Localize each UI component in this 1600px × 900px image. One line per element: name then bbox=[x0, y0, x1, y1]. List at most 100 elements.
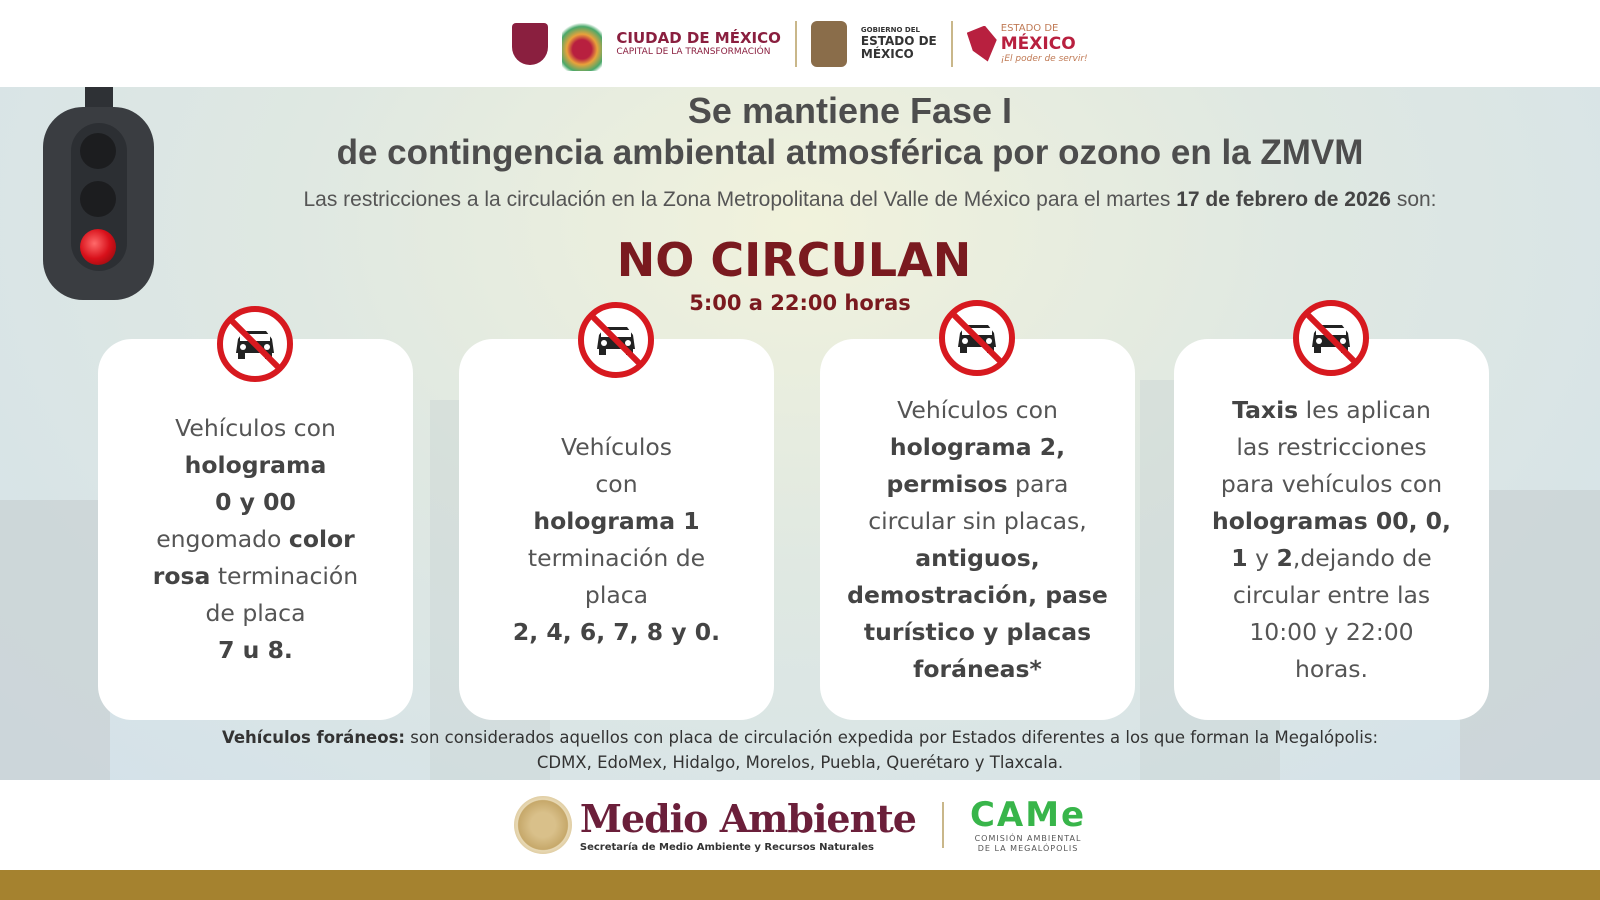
card-text-bold: permisos bbox=[886, 469, 1008, 498]
card-text-bold: 7 u 8. bbox=[218, 636, 293, 664]
card-text-bold: holograma bbox=[184, 451, 327, 479]
title-line2: de contingencia ambiental atmosférica po… bbox=[336, 133, 1364, 172]
card-line: de placa bbox=[153, 595, 358, 632]
card-text: horas. bbox=[1294, 654, 1369, 683]
card-text: con bbox=[595, 469, 638, 498]
edomex-line2: MÉXICO bbox=[1000, 33, 1076, 54]
card-text: y bbox=[1247, 543, 1277, 572]
card-line: rosa terminación bbox=[153, 558, 358, 595]
cdmx-tagline: CAPITAL DE LA TRANSFORMACIÓN bbox=[616, 47, 771, 57]
restriction-card: Vehículos con holograma 1 terminación de pla… bbox=[459, 339, 774, 720]
card-line: holograma 2, bbox=[847, 429, 1108, 466]
card-text-bold: 0 y 00 bbox=[215, 488, 296, 516]
card-line: hologramas 00, 0, bbox=[1212, 503, 1451, 540]
card-line: holograma bbox=[153, 447, 358, 484]
gobierno-line3: MÉXICO bbox=[860, 47, 914, 61]
card-text: circular sin placas, bbox=[868, 506, 1087, 535]
divider bbox=[950, 20, 953, 67]
subtitle: Las restricciones a la circulación en la… bbox=[170, 187, 1570, 213]
card-text: ,dejando de bbox=[1292, 543, 1432, 572]
main-banner: Se mantiene Fase I de contingencia ambie… bbox=[0, 87, 1600, 780]
card-text: de placa bbox=[205, 599, 306, 627]
card-line: Taxis les aplican bbox=[1212, 392, 1451, 429]
divider bbox=[794, 20, 797, 67]
card-line: placa bbox=[513, 577, 720, 614]
card-text: para bbox=[1007, 469, 1069, 498]
card-line: horas. bbox=[1212, 651, 1451, 688]
card-text: placa bbox=[584, 580, 649, 609]
card-text-bold: holograma 1 bbox=[533, 506, 700, 535]
no-car-icon bbox=[217, 306, 293, 382]
cdmx-logo-text: CIUDAD DE MÉXICO CAPITAL DE LA TRANSFORM… bbox=[616, 29, 781, 58]
card-text-bold: holograma 2, bbox=[889, 432, 1066, 461]
restriction-card: Taxis les aplican las restricciones para v… bbox=[1174, 339, 1489, 720]
card-text: les aplican bbox=[1298, 395, 1431, 424]
came-line1: COMISIÓN AMBIENTAL bbox=[974, 834, 1082, 843]
edomex-slogan: ¡El poder de servir! bbox=[1000, 53, 1088, 64]
card-text-bold: turístico y placas bbox=[863, 617, 1092, 646]
card-line: 0 y 00 bbox=[153, 484, 358, 521]
card-line: para vehículos con bbox=[1212, 466, 1451, 503]
card-line: turístico y placas bbox=[847, 614, 1108, 651]
card-line: antiguos, bbox=[847, 540, 1108, 577]
card-line: circular entre las bbox=[1212, 577, 1451, 614]
card-line: Vehículos con bbox=[847, 392, 1108, 429]
card-text: Vehículos bbox=[560, 432, 673, 461]
no-car-icon bbox=[578, 302, 654, 378]
edomex-logo: ESTADO DE MÉXICO ¡El poder de servir! bbox=[966, 22, 1088, 65]
header: CIUDAD DE MÉXICO CAPITAL DE LA TRANSFORM… bbox=[0, 0, 1600, 87]
card-text: las restricciones bbox=[1236, 432, 1427, 461]
card-text: circular entre las bbox=[1232, 580, 1431, 609]
came-logo: CAMe COMISIÓN AMBIENTAL DE LA MEGALÓPOLI… bbox=[970, 796, 1086, 854]
gobierno-line2: ESTADO DE bbox=[860, 34, 937, 48]
gobierno-line1: GOBIERNO DEL bbox=[860, 26, 920, 34]
medio-ambiente-title: Medio Ambiente bbox=[579, 795, 917, 841]
card-text-bold: 1 bbox=[1231, 543, 1248, 572]
skyline-building bbox=[0, 500, 110, 780]
national-seal-icon bbox=[513, 796, 572, 854]
card-line: engomado color bbox=[153, 521, 358, 558]
card-text-bold: color bbox=[288, 525, 355, 553]
headline: NO CIRCULAN bbox=[616, 233, 972, 287]
card-text: Vehículos con bbox=[897, 395, 1058, 424]
card-line: circular sin placas, bbox=[847, 503, 1108, 540]
card-line: Vehículos bbox=[513, 429, 720, 466]
card-text: engomado bbox=[156, 525, 289, 553]
title-line1: Se mantiene Fase I bbox=[687, 90, 1013, 131]
card-line: holograma 1 bbox=[513, 503, 720, 540]
card-text-bold: 2, 4, 6, 7, 8 y 0. bbox=[512, 617, 721, 646]
footnote-label: Vehículos foráneos: bbox=[221, 728, 406, 747]
gobierno-logo-text: GOBIERNO DEL ESTADO DE MÉXICO bbox=[861, 26, 937, 61]
card-text-bold: rosa bbox=[152, 562, 211, 590]
card-line: 2, 4, 6, 7, 8 y 0. bbox=[513, 614, 720, 651]
subtitle-date: 17 de febrero de 2026 bbox=[1176, 188, 1391, 211]
edomex-line1: ESTADO DE bbox=[1000, 22, 1059, 34]
card-line: Vehículos con bbox=[153, 410, 358, 447]
card-line: 10:00 y 22:00 bbox=[1212, 614, 1451, 651]
card-text: terminación bbox=[210, 562, 359, 590]
card-line: 7 u 8. bbox=[153, 632, 358, 669]
medio-ambiente-subtitle: Secretaría de Medio Ambiente y Recursos … bbox=[579, 841, 874, 853]
card-text: Vehículos con bbox=[175, 414, 336, 442]
came-wordmark: CAMe bbox=[969, 795, 1087, 835]
footer: Medio Ambiente Secretaría de Medio Ambie… bbox=[0, 780, 1600, 870]
card-line: 1 y 2,dejando de bbox=[1212, 540, 1451, 577]
restriction-card: Vehículos con holograma 0 y 00 engomado col… bbox=[98, 339, 413, 720]
cdmx-name: CIUDAD DE MÉXICO bbox=[616, 29, 781, 47]
footnote-text: son considerados aquellos con placa de c… bbox=[405, 728, 1379, 747]
medio-ambiente-logo: Medio Ambiente Secretaría de Medio Ambie… bbox=[513, 795, 917, 854]
came-line2: DE LA MEGALÓPOLIS bbox=[977, 844, 1079, 853]
card-text-bold: foráneas* bbox=[913, 654, 1042, 683]
card-line: demostración, pase bbox=[847, 577, 1108, 614]
cdmx-shield-logo bbox=[512, 22, 549, 65]
traffic-light-icon bbox=[43, 87, 154, 300]
card-line: con bbox=[513, 466, 720, 503]
footnote: Vehículos foráneos: son considerados aqu… bbox=[0, 725, 1600, 775]
card-line: las restricciones bbox=[1212, 429, 1451, 466]
cdmx-map-logo bbox=[562, 16, 603, 71]
hours: 5:00 a 22:00 horas bbox=[689, 291, 911, 315]
no-car-icon bbox=[939, 300, 1015, 376]
card-line: permisos para bbox=[847, 466, 1108, 503]
card-text-bold: demostración, pase bbox=[847, 580, 1108, 609]
no-car-icon bbox=[1293, 300, 1369, 376]
